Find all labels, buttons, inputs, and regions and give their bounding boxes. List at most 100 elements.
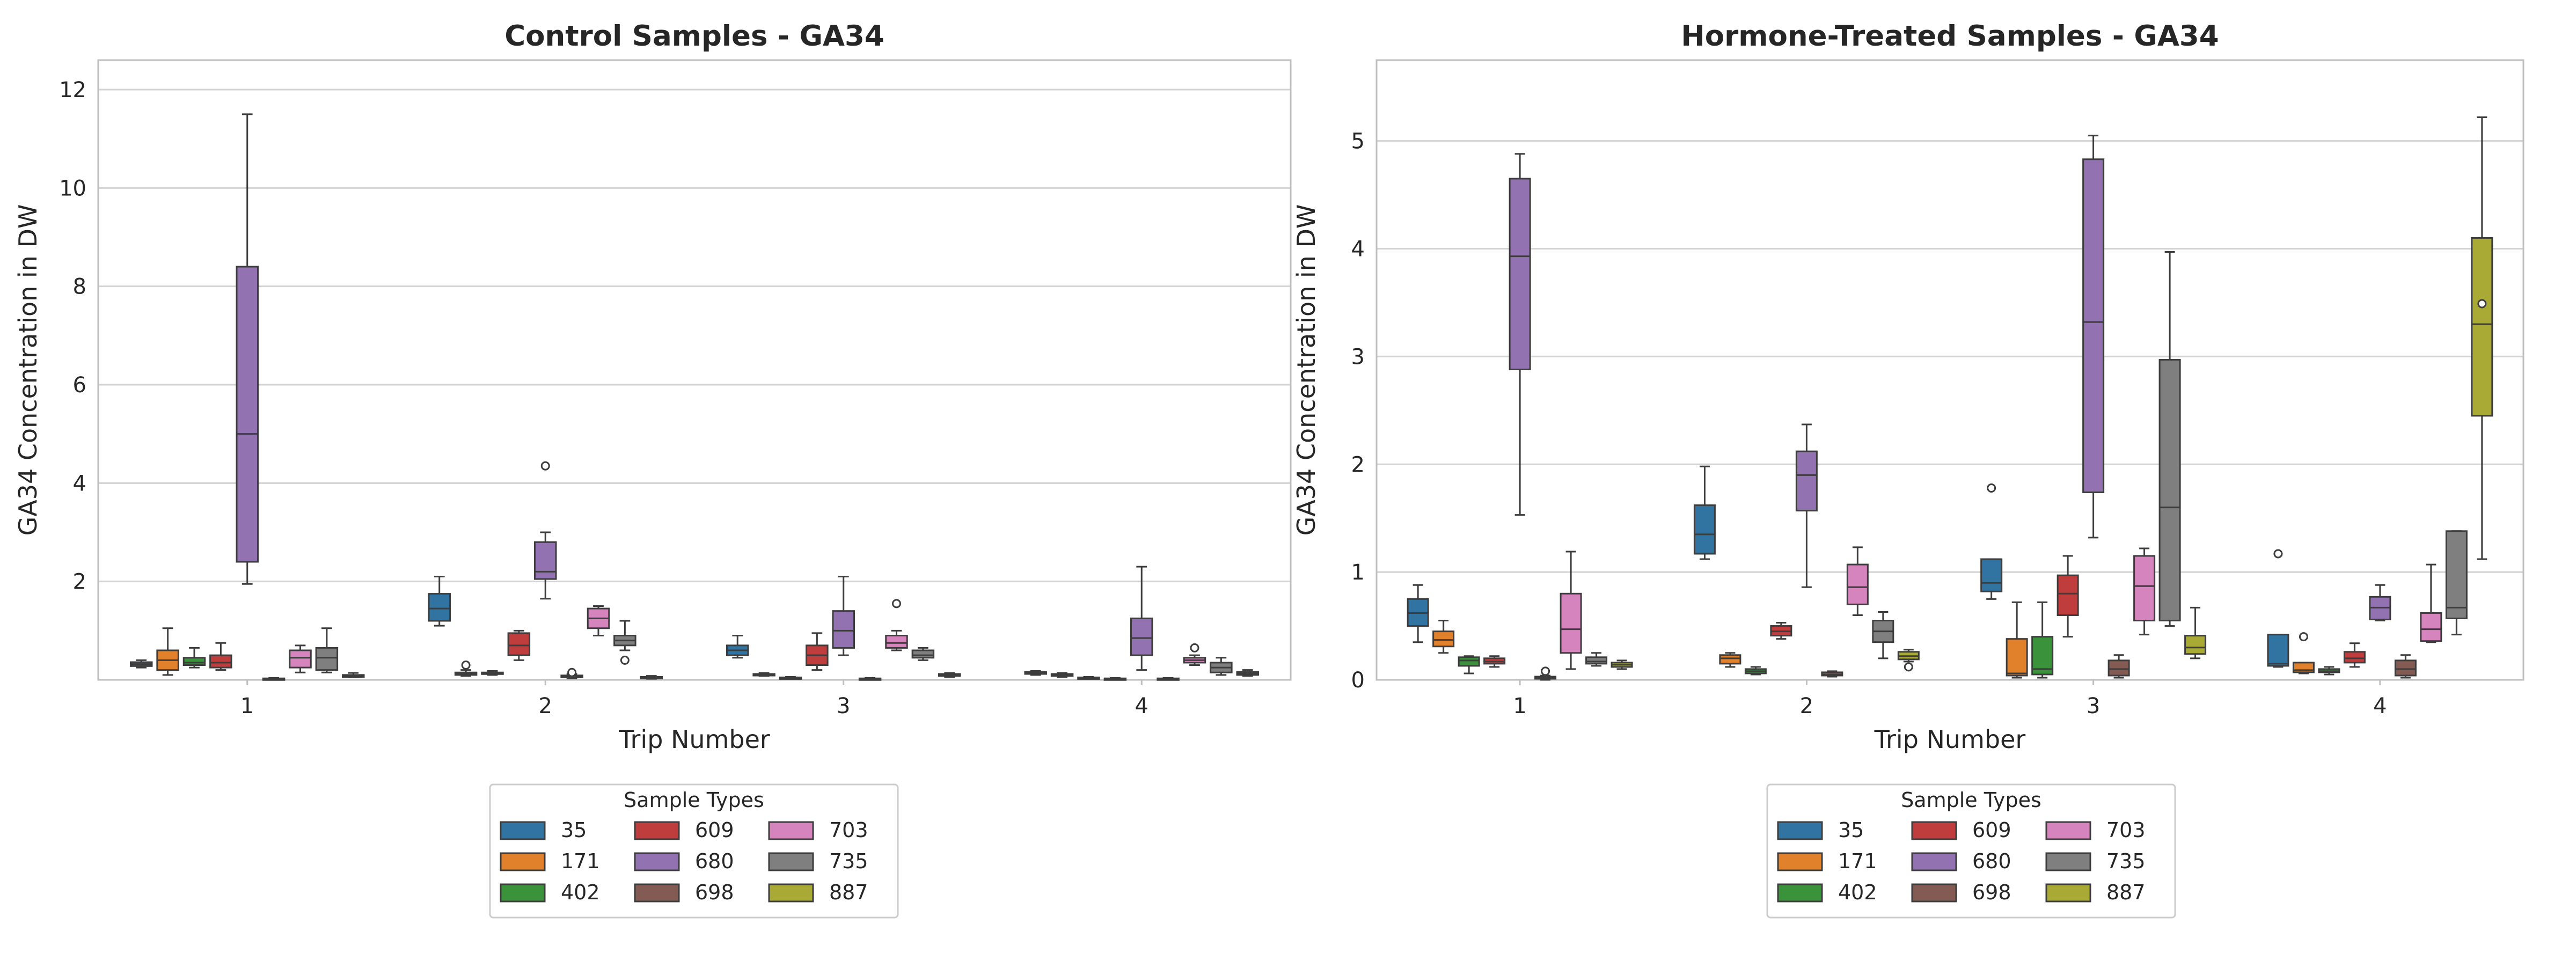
y-tick-label: 4 [73, 471, 86, 496]
legend: Sample Types 35 171 402 609 680 698 703 735 887 [1767, 784, 2175, 918]
box-iqr [1847, 564, 1868, 604]
box-iqr [508, 633, 530, 655]
box-680-trip-4 [2370, 585, 2390, 620]
box-171-trip-1 [1433, 621, 1454, 653]
box-iqr [429, 594, 450, 621]
box-iqr [833, 611, 854, 648]
legend-swatch [1778, 822, 1822, 839]
box-35-trip-3 [1981, 484, 2002, 599]
box-iqr [1131, 618, 1152, 655]
box-iqr [2160, 360, 2180, 620]
box-iqr [1981, 559, 2002, 591]
legend-swatch [769, 884, 813, 901]
legend-swatch [635, 822, 679, 839]
legend-swatch [1778, 853, 1822, 870]
box-609-trip-4 [1104, 678, 1126, 680]
x-axis-label: Trip Number [1874, 725, 2026, 754]
box-iqr [2083, 159, 2104, 493]
box-698-trip-4 [1158, 678, 1179, 680]
legend-label: 171 [1838, 849, 1877, 873]
y-tick-label: 4 [1351, 237, 1365, 262]
box-iqr [2185, 636, 2206, 654]
box-703-trip-2 [588, 606, 609, 636]
box-609-trip-3 [2058, 556, 2078, 637]
box-698-trip-2 [561, 669, 583, 678]
box-735-trip-4 [2446, 531, 2467, 635]
legend-item-35: 35 [1778, 818, 1864, 842]
box-703-trip-1 [290, 646, 311, 672]
legend-swatch [501, 884, 545, 901]
legend-label: 735 [829, 849, 868, 873]
box-iqr [1561, 593, 1581, 652]
box-735-trip-3 [912, 648, 934, 660]
box-35-trip-3 [727, 636, 748, 658]
legend-label: 887 [829, 881, 868, 904]
box-iqr [2109, 661, 2129, 676]
y-tick-label: 12 [59, 78, 86, 102]
box-609-trip-1 [210, 643, 232, 670]
legend-label: 698 [695, 881, 734, 904]
y-tick-label: 6 [73, 373, 86, 398]
legend-swatch [635, 884, 679, 901]
box-703-trip-3 [2134, 548, 2155, 635]
box-735-trip-1 [1586, 653, 1607, 666]
box-680-trip-3 [833, 577, 854, 656]
y-axis-label: GA34 Concentration in DW [13, 204, 42, 536]
box-iqr [2421, 613, 2441, 641]
legend-label: 887 [2106, 881, 2146, 904]
box-609-trip-1 [1484, 656, 1505, 667]
box-35-trip-1 [1408, 585, 1428, 642]
outlier-point [541, 462, 549, 470]
box-735-trip-2 [1873, 612, 1893, 658]
box-35-trip-4 [2268, 550, 2288, 667]
box-402-trip-1 [184, 648, 205, 668]
outlier-point [568, 669, 576, 676]
box-887-trip-4 [1237, 670, 1258, 676]
x-tick-label: 2 [1800, 694, 1813, 718]
box-iqr [1510, 179, 1530, 370]
legend-title: Sample Types [1901, 788, 2041, 812]
outlier-point [2274, 550, 2282, 558]
plot-frame [1377, 60, 2523, 680]
box-iqr [1586, 657, 1607, 664]
box-402-trip-1 [1459, 656, 1479, 673]
legend-label: 609 [1972, 818, 2011, 842]
chart-title: Hormone-Treated Samples - GA34 [1681, 20, 2219, 53]
legend-label: 171 [561, 849, 600, 873]
box-680-trip-1 [237, 114, 258, 584]
box-iqr [2134, 556, 2155, 621]
box-171-trip-1 [157, 628, 179, 675]
legend-label: 703 [2106, 818, 2146, 842]
box-698-trip-3 [2109, 655, 2129, 678]
legend: Sample Types 35 171 402 609 680 698 703 735 887 [490, 784, 898, 918]
box-iqr [2446, 531, 2467, 619]
box-735-trip-4 [1211, 658, 1232, 675]
box-680-trip-1 [1510, 154, 1530, 515]
legend-swatch [1912, 853, 1956, 870]
box-171-trip-3 [2007, 602, 2027, 678]
box-735-trip-1 [316, 628, 338, 673]
box-402-trip-4 [2319, 667, 2339, 674]
y-tick-label: 2 [1351, 452, 1365, 477]
box-887-trip-1 [1612, 661, 1632, 669]
box-iqr [2472, 238, 2492, 415]
box-iqr [290, 650, 311, 668]
box-35-trip-2 [429, 577, 450, 626]
box-171-trip-2 [455, 662, 477, 676]
box-698-trip-1 [1535, 668, 1556, 680]
box-iqr [1459, 657, 1479, 666]
y-tick-label: 5 [1351, 129, 1365, 154]
x-tick-label: 4 [2373, 694, 2387, 718]
box-iqr [316, 648, 338, 670]
box-887-trip-3 [2185, 607, 2206, 658]
box-402-trip-3 [780, 677, 801, 679]
box-iqr [1720, 655, 1740, 664]
outlier-point [621, 656, 628, 664]
x-tick-label: 4 [1135, 694, 1148, 718]
legend-swatch [769, 853, 813, 870]
outlier-point [2300, 633, 2307, 641]
box-iqr [2268, 635, 2288, 666]
box-iqr [1694, 505, 1715, 554]
legend-swatch [769, 822, 813, 839]
box-680-trip-3 [2083, 136, 2104, 538]
